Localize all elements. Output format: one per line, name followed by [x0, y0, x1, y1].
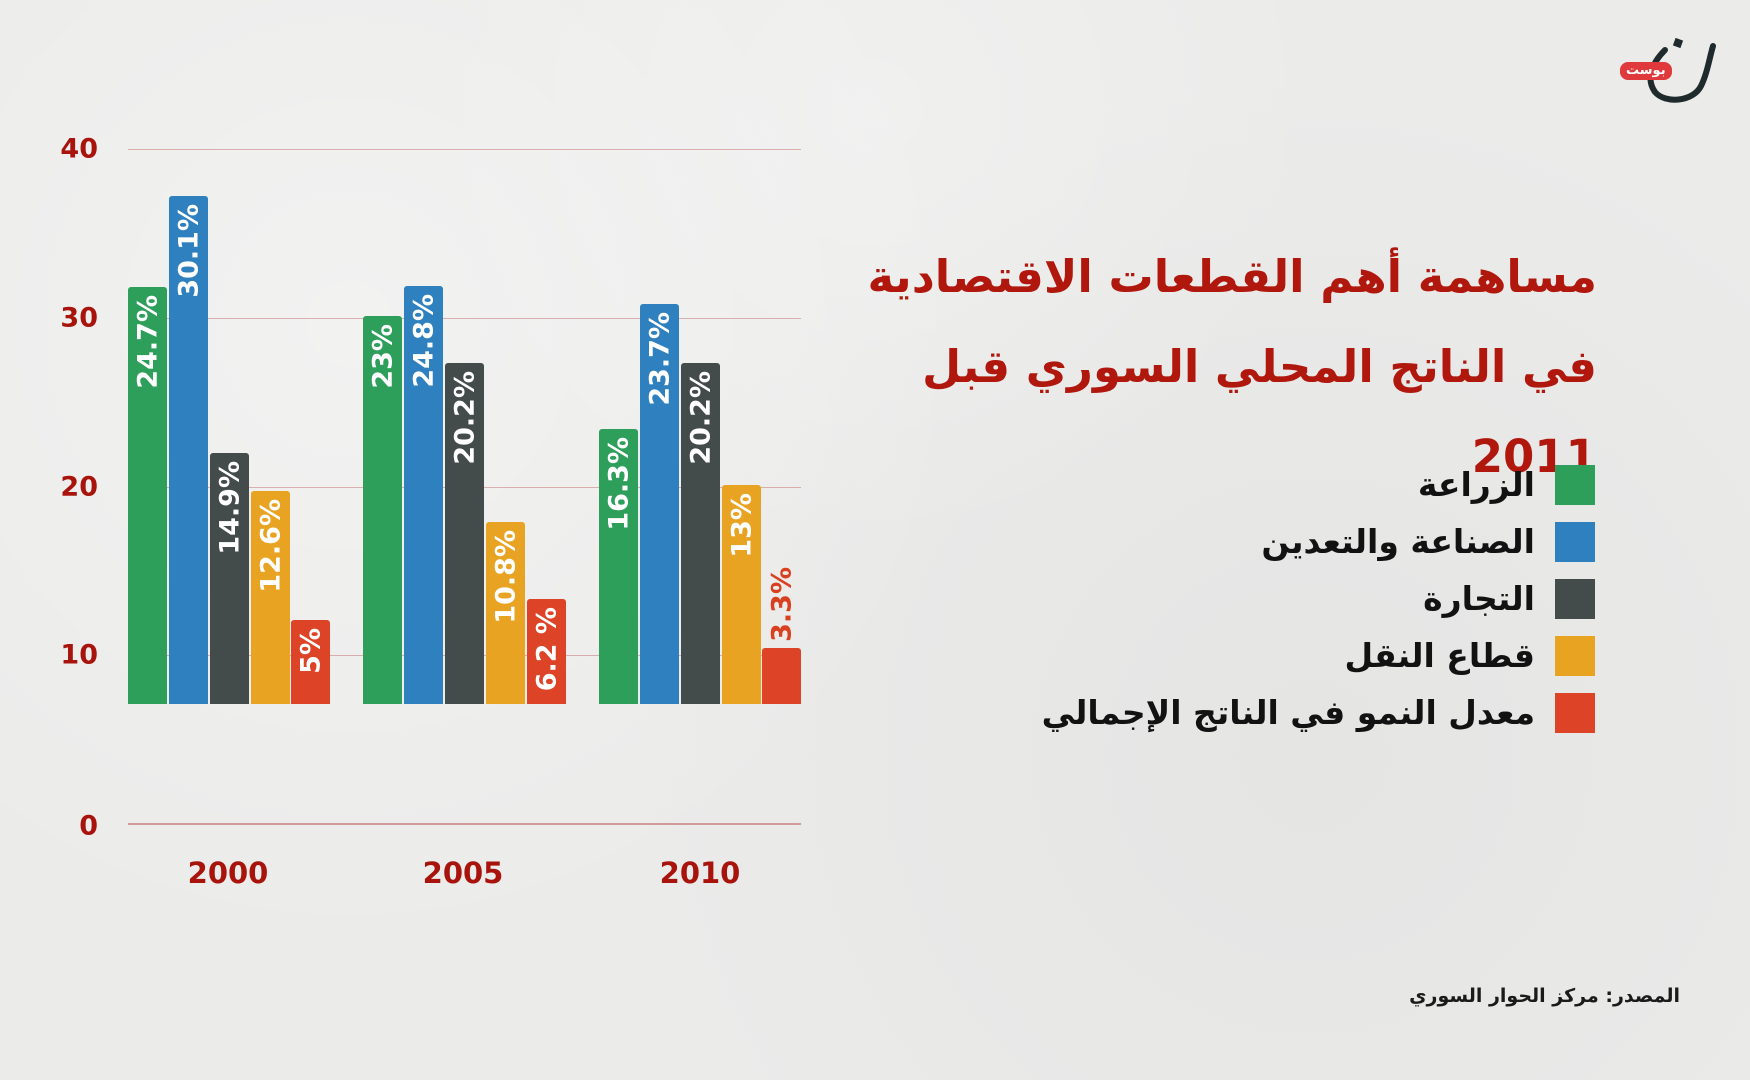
y-tick-20: 20 — [60, 471, 98, 503]
legend-swatch-icon — [1555, 521, 1595, 562]
bar-value-label: 23.7% — [644, 312, 675, 406]
chart-title: مساهمة أهم القطعات الاقتصادية في الناتج … — [837, 232, 1597, 502]
source-note: المصدر: مركز الحوار السوري — [1409, 985, 1680, 1007]
bar-value-label: 12.6% — [255, 499, 286, 593]
bar-2005-trade: 20.2% — [445, 363, 484, 704]
legend-label: التجارة — [1423, 579, 1535, 618]
bar-value-label: 20.2% — [685, 371, 716, 465]
logo-badge: بوست — [1620, 62, 1672, 80]
bar-value-label: 23% — [367, 324, 398, 389]
legend-item-transport: قطاع النقل — [1042, 627, 1595, 684]
bar-2005-transport: 10.8% — [486, 522, 525, 704]
bar-2010-industry: 23.7% — [640, 304, 679, 704]
bar-2000-trade: 14.9% — [210, 453, 249, 704]
legend-swatch-icon — [1555, 464, 1595, 505]
bar-value-label: 13% — [726, 493, 757, 558]
legend-item-industry: الصناعة والتعدين — [1042, 513, 1595, 570]
legend-swatch-icon — [1555, 692, 1595, 733]
x-tick-2010: 2010 — [659, 856, 741, 890]
y-tick-0: 0 — [79, 810, 98, 842]
x-tick-2000: 2000 — [187, 856, 269, 890]
legend-swatch-icon — [1555, 635, 1595, 676]
legend-label: قطاع النقل — [1344, 636, 1535, 675]
bar-value-label: 24.7% — [132, 295, 163, 389]
bar-value-label: 30.1% — [173, 204, 204, 298]
brand-logo: بوست — [1615, 30, 1720, 110]
bar-2000-gdp-growth: 5% — [291, 620, 330, 704]
title-line-1: مساهمة أهم القطعات الاقتصادية — [867, 250, 1597, 303]
y-tick-40: 40 — [60, 133, 98, 165]
chart-legend: الزراعة الصناعة والتعدين التجارة قطاع ال… — [1042, 456, 1595, 741]
legend-label: الزراعة — [1417, 465, 1535, 504]
bar-value-label: 10.8% — [490, 530, 521, 624]
bar-2010-agriculture: 16.3% — [599, 429, 638, 704]
bar-value-label: 3.3% — [766, 567, 797, 642]
bar-2010-trade: 20.2% — [681, 363, 720, 704]
bar-2000-agriculture: 24.7% — [128, 287, 167, 704]
bar-2005-gdp-growth: 6.2 % — [527, 599, 566, 704]
x-tick-2005: 2005 — [422, 856, 504, 890]
bar-2000-industry: 30.1% — [169, 196, 208, 704]
title-line-2: في الناتج المحلي السوري قبل 2011 — [922, 340, 1597, 483]
x-axis-baseline — [128, 823, 801, 825]
bar-value-label: 5% — [295, 628, 326, 674]
legend-item-trade: التجارة — [1042, 570, 1595, 627]
legend-swatch-icon — [1555, 578, 1595, 619]
legend-label: الصناعة والتعدين — [1261, 522, 1535, 561]
bar-2005-agriculture: 23% — [363, 316, 402, 704]
bar-value-label: 16.3% — [603, 437, 634, 531]
y-tick-10: 10 — [60, 639, 98, 671]
bar-2005-industry: 24.8% — [404, 286, 443, 704]
y-tick-30: 30 — [60, 302, 98, 334]
gridline-30 — [128, 318, 801, 319]
bar-2010-gdp-growth: 3.3% — [762, 567, 801, 704]
gridline-40 — [128, 149, 801, 150]
legend-item-gdp-growth: معدل النمو في الناتج الإجمالي — [1042, 684, 1595, 741]
bar-2000-transport: 12.6% — [251, 491, 290, 704]
bar-value-label: 24.8% — [408, 294, 439, 388]
bar-2010-transport: 13% — [722, 485, 761, 704]
bar-value-label: 20.2% — [449, 371, 480, 465]
bar-chart: 40 30 20 10 0 24.7% 30.1% 14.9% 12.6% 5%… — [0, 0, 860, 960]
legend-label: معدل النمو في الناتج الإجمالي — [1041, 693, 1535, 732]
bar-value-label: 14.9% — [214, 461, 245, 555]
legend-item-agriculture: الزراعة — [1042, 456, 1595, 513]
bar-value-label: 6.2 % — [531, 607, 562, 692]
